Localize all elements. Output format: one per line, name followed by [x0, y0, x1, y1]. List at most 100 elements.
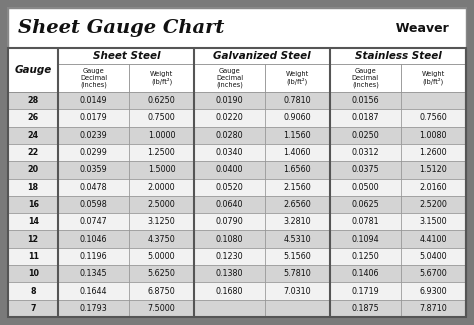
Text: 0.1644: 0.1644 — [80, 287, 107, 295]
Text: 0.0156: 0.0156 — [352, 96, 379, 105]
Text: Gauge
Decimal
(inches): Gauge Decimal (inches) — [80, 68, 107, 88]
Bar — [58, 230, 129, 248]
Text: 1.0080: 1.0080 — [419, 131, 447, 140]
Bar — [129, 109, 194, 127]
Text: Weight
(lb/ft²): Weight (lb/ft²) — [150, 71, 173, 85]
Text: Weaver: Weaver — [387, 21, 449, 34]
Text: 2.1560: 2.1560 — [283, 183, 311, 192]
Bar — [194, 109, 264, 127]
Bar — [8, 48, 466, 317]
Bar — [264, 144, 330, 161]
Bar — [330, 230, 401, 248]
Bar — [264, 248, 330, 265]
Bar — [264, 230, 330, 248]
Text: 0.7560: 0.7560 — [419, 113, 447, 123]
Text: 2.6560: 2.6560 — [283, 200, 311, 209]
Bar — [264, 92, 330, 109]
Bar — [129, 265, 194, 282]
Text: 26: 26 — [27, 113, 39, 123]
Text: 20: 20 — [27, 165, 39, 175]
Text: 0.7810: 0.7810 — [283, 96, 311, 105]
Bar — [129, 92, 194, 109]
Text: 0.7500: 0.7500 — [147, 113, 175, 123]
Text: 0.0312: 0.0312 — [352, 148, 379, 157]
Text: 5.0400: 5.0400 — [419, 252, 447, 261]
Bar — [58, 300, 129, 317]
Text: Stainless Steel: Stainless Steel — [355, 51, 441, 61]
Text: 5.0000: 5.0000 — [148, 252, 175, 261]
Bar — [401, 213, 466, 230]
Text: Sheet Steel: Sheet Steel — [92, 51, 160, 61]
Bar — [264, 178, 330, 196]
Bar — [401, 230, 466, 248]
Text: 0.0640: 0.0640 — [216, 200, 243, 209]
Bar — [58, 92, 129, 109]
Bar — [264, 282, 330, 300]
Bar — [129, 282, 194, 300]
Bar — [58, 48, 194, 64]
Bar — [401, 282, 466, 300]
Text: 3.1250: 3.1250 — [147, 217, 175, 226]
Bar — [194, 265, 264, 282]
Bar — [401, 300, 466, 317]
Bar — [194, 64, 264, 92]
Text: 0.1406: 0.1406 — [352, 269, 379, 278]
Text: Gauge
Decimal
(inches): Gauge Decimal (inches) — [352, 68, 379, 88]
Bar — [264, 213, 330, 230]
Bar — [8, 48, 58, 92]
Text: 0.6250: 0.6250 — [147, 96, 175, 105]
Text: 14: 14 — [27, 217, 39, 226]
Bar — [330, 178, 401, 196]
Bar — [401, 196, 466, 213]
Text: Gauge
Decimal
(inches): Gauge Decimal (inches) — [216, 68, 243, 88]
Text: Sheet Gauge Chart: Sheet Gauge Chart — [18, 19, 224, 37]
Text: 0.0239: 0.0239 — [80, 131, 108, 140]
Text: Galvanized Steel: Galvanized Steel — [213, 51, 311, 61]
Bar — [129, 300, 194, 317]
Text: 7.8710: 7.8710 — [419, 304, 447, 313]
Text: 1.4060: 1.4060 — [283, 148, 311, 157]
Bar — [8, 300, 58, 317]
Text: 0.0250: 0.0250 — [351, 131, 379, 140]
Bar — [129, 144, 194, 161]
Bar — [264, 196, 330, 213]
Bar — [194, 196, 264, 213]
Bar — [264, 109, 330, 127]
Text: 0.1250: 0.1250 — [351, 252, 379, 261]
Text: 8: 8 — [30, 287, 36, 295]
Text: 1.5120: 1.5120 — [419, 165, 447, 175]
Bar — [330, 248, 401, 265]
Text: 6.9300: 6.9300 — [419, 287, 447, 295]
Text: 0.0220: 0.0220 — [216, 113, 243, 123]
Text: Weight
(lb/ft²): Weight (lb/ft²) — [422, 71, 445, 85]
Text: 10: 10 — [27, 269, 39, 278]
Text: 0.0520: 0.0520 — [216, 183, 243, 192]
Text: 22: 22 — [27, 148, 39, 157]
Bar — [8, 282, 58, 300]
Bar — [8, 48, 466, 64]
Bar — [194, 92, 264, 109]
Bar — [401, 144, 466, 161]
Text: 0.0299: 0.0299 — [80, 148, 108, 157]
Bar — [401, 64, 466, 92]
Bar — [330, 196, 401, 213]
Bar — [330, 48, 466, 64]
Text: 1.5000: 1.5000 — [148, 165, 175, 175]
Bar — [401, 109, 466, 127]
Bar — [194, 161, 264, 178]
Bar — [8, 196, 58, 213]
Bar — [264, 161, 330, 178]
Text: 16: 16 — [27, 200, 39, 209]
Bar — [58, 144, 129, 161]
Text: 1.0000: 1.0000 — [148, 131, 175, 140]
Bar — [330, 64, 401, 92]
Bar — [264, 64, 330, 92]
Bar — [330, 109, 401, 127]
Text: 28: 28 — [27, 96, 39, 105]
Text: 5.6250: 5.6250 — [147, 269, 175, 278]
Bar — [129, 178, 194, 196]
Bar — [58, 248, 129, 265]
Bar — [8, 213, 58, 230]
Text: 0.0340: 0.0340 — [216, 148, 243, 157]
Text: 0.0747: 0.0747 — [80, 217, 108, 226]
